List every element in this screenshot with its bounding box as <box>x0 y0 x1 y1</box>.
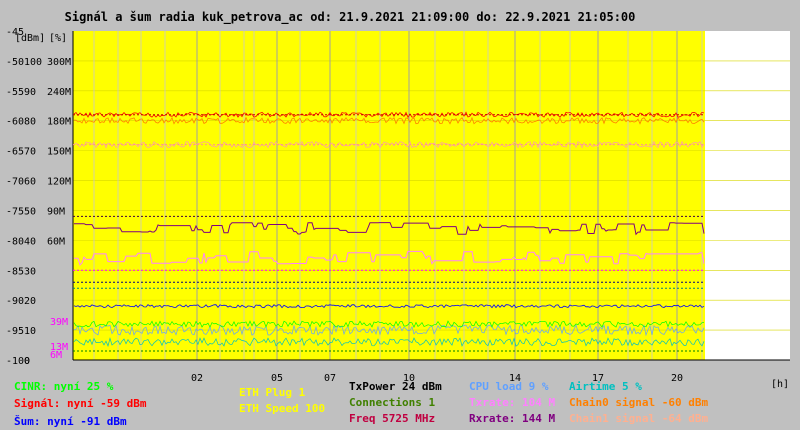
y-tick-pct: 0 <box>24 356 30 367</box>
legend-signal: Signál: nyní -59 dBm <box>14 397 147 410</box>
y-tick-dbm: -75 <box>6 206 24 217</box>
legend-txrate: Txrate: 104 M <box>469 396 556 409</box>
series-txrate-line <box>74 250 705 266</box>
y-tick-dbm: -80 <box>6 236 24 247</box>
y-tick-pct: 60 <box>24 177 36 188</box>
x-axis-unit: [h] <box>771 379 790 390</box>
y-tick-rate: 300M <box>47 57 71 68</box>
y-tick-dbm: -50 <box>6 57 24 68</box>
y-tick-pct: 20 <box>24 296 36 307</box>
y-tick-dbm: -100 <box>6 356 30 367</box>
series-airtime-line <box>73 337 705 347</box>
y-tick-extra: 13M <box>50 342 68 353</box>
y-tick-dbm: -60 <box>6 117 24 128</box>
y-tick-pct: 80 <box>24 117 36 128</box>
y-tick-pct: 30 <box>24 266 36 277</box>
y-tick-dbm: -70 <box>6 177 24 188</box>
y-tick-dbm: -55 <box>6 87 24 98</box>
x-tick-label: 10 <box>403 373 415 384</box>
legend-chain1: Chain1 signal -64 dBm <box>569 412 709 425</box>
y-tick-rate: 180M <box>47 117 71 128</box>
legend-noise: Šum: nyní -91 dBm <box>14 415 127 428</box>
x-tick-label: 14 <box>509 373 521 384</box>
plot-future-area <box>705 31 790 360</box>
legend-airtime: Airtime 5 % <box>569 380 642 393</box>
series-rxrate-line <box>74 222 705 236</box>
y-tick-pct: 50 <box>24 206 36 217</box>
legend-freq: Freq 5725 MHz <box>349 412 436 425</box>
y-tick-extra: 39M <box>50 317 68 328</box>
y-tick-pct: 90 <box>24 87 36 98</box>
series-cpu-line <box>73 323 705 337</box>
legend-connections: Connections 1 <box>349 396 436 409</box>
series-noise-line <box>73 304 705 309</box>
y-tick-dbm: -95 <box>6 326 24 337</box>
y-unit-dbm: [dBm] <box>15 33 45 44</box>
legend-rxrate: Rxrate: 144 M <box>469 412 556 425</box>
y-tick-rate: 120M <box>47 177 71 188</box>
y-tick-rate: 60M <box>47 236 65 247</box>
legend-eth-plug: ETH Plug 1 <box>239 386 306 399</box>
series-cinr-line <box>73 320 705 328</box>
y-tick-rate: 90M <box>47 206 65 217</box>
plot-area <box>73 31 705 360</box>
y-tick-pct: 40 <box>24 236 36 247</box>
legend-eth-speed: ETH Speed 100 <box>239 402 326 415</box>
chart-title: Signál a šum radia kuk_petrova_ac od: 21… <box>64 10 636 24</box>
y-tick-dbm: -90 <box>6 296 24 307</box>
y-tick-rate: 240M <box>47 87 71 98</box>
y-tick-dbm: -45 <box>6 27 24 38</box>
legend-txpower: TxPower 24 dBm <box>349 380 442 393</box>
legend-cpu: CPU load 9 % <box>469 380 549 393</box>
y-tick-dbm: -85 <box>6 266 24 277</box>
x-tick-label: 20 <box>671 373 683 384</box>
y-tick-pct: 70 <box>24 147 36 158</box>
y-tick-dbm: -65 <box>6 147 24 158</box>
legend-chain0: Chain0 signal -60 dBm <box>569 396 709 409</box>
y-tick-pct: 100 <box>24 57 42 68</box>
series-signal-line <box>73 111 705 119</box>
x-tick-label: 17 <box>592 373 604 384</box>
series-chain0-line <box>73 116 705 125</box>
y-tick-rate: 150M <box>47 147 71 158</box>
x-tick-label: 05 <box>271 373 283 384</box>
y-tick-pct: 10 <box>24 326 36 337</box>
y-tick-extra: 6M <box>50 350 62 361</box>
x-tick-label: 02 <box>191 373 203 384</box>
x-tick-label: 07 <box>324 373 336 384</box>
y-unit-pct: [%] <box>49 33 67 44</box>
legend-cinr: CINR: nyní 25 % <box>14 380 114 393</box>
